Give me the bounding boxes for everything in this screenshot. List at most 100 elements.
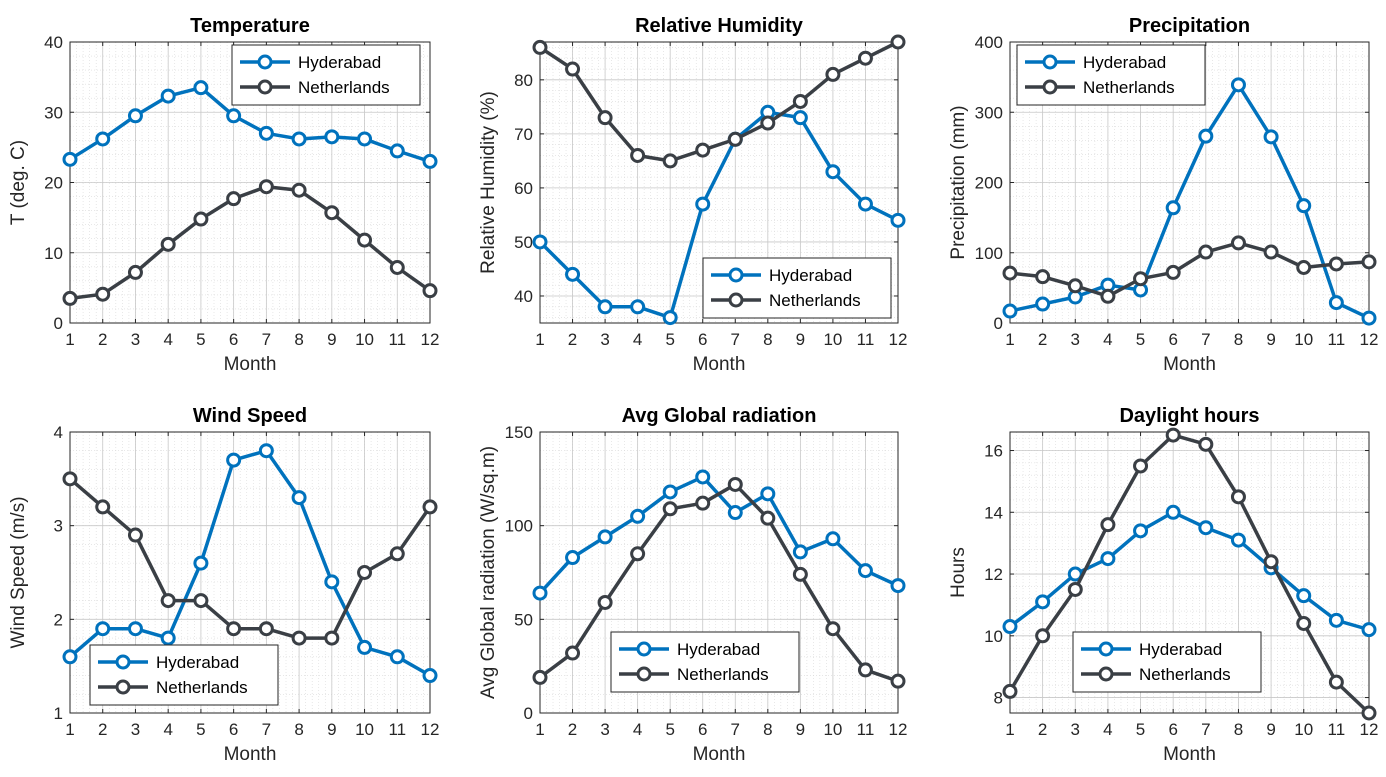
series-line-netherlands [538, 482, 899, 683]
data-point-netherlands [1230, 235, 1246, 251]
data-point-netherlands [1198, 244, 1214, 260]
x-tick-label: 7 [262, 330, 271, 349]
data-point-netherlands [760, 115, 776, 131]
y-tick-label: 20 [44, 174, 63, 193]
legend-marker-hyderabad [636, 641, 652, 657]
y-tick-label: 50 [514, 610, 533, 629]
data-point-hyderabad [1165, 200, 1181, 216]
x-tick-label: 12 [889, 330, 908, 349]
data-point-netherlands [1328, 674, 1344, 690]
data-point-netherlands [1296, 260, 1312, 276]
data-point-netherlands [727, 131, 743, 147]
chart-title: Wind Speed [193, 405, 307, 427]
y-axis-label: Relative Humidity (%) [478, 91, 499, 274]
data-point-netherlands [1133, 458, 1149, 474]
data-point-hyderabad [792, 544, 808, 560]
minor-grid [69, 41, 431, 324]
series-hyderabad [62, 443, 438, 684]
data-point-netherlands [890, 34, 906, 50]
data-point-hyderabad [857, 563, 873, 579]
data-point-hyderabad [1296, 588, 1312, 604]
y-tick-label: 100 [505, 517, 533, 536]
data-point-hyderabad [1198, 520, 1214, 536]
axes-box [1009, 431, 1370, 714]
data-point-netherlands [630, 147, 646, 163]
x-tick-label: 7 [731, 330, 740, 349]
data-point-netherlands [597, 594, 613, 610]
x-axis-label: Month [1163, 354, 1216, 375]
axes-box [539, 41, 899, 324]
y-tick-label: 0 [994, 314, 1003, 333]
data-point-hyderabad [1198, 128, 1214, 144]
data-point-hyderabad [1361, 622, 1377, 638]
data-point-hyderabad [62, 151, 78, 167]
x-tick-label: 7 [262, 720, 271, 739]
x-tick-label: 1 [65, 330, 74, 349]
data-point-hyderabad [857, 196, 873, 212]
data-point-netherlands [1296, 615, 1312, 631]
data-point-netherlands [389, 546, 405, 562]
x-tick-label: 9 [327, 330, 336, 349]
y-tick-label: 14 [984, 503, 1003, 522]
y-tick-label: 60 [514, 179, 533, 198]
axes-box [69, 431, 431, 714]
legend-marker-hyderabad [1098, 641, 1114, 657]
x-tick-label: 9 [327, 720, 336, 739]
chart-title: Precipitation [1129, 15, 1250, 37]
x-tick-label: 6 [1168, 720, 1177, 739]
x-tick-label: 5 [1136, 330, 1145, 349]
legend-label-netherlands: Netherlands [1083, 78, 1175, 97]
data-point-hyderabad [565, 266, 581, 282]
data-point-netherlands [324, 205, 340, 221]
y-tick-label: 2 [54, 610, 63, 629]
data-point-netherlands [792, 566, 808, 582]
x-tick-label: 4 [163, 720, 172, 739]
data-point-hyderabad [258, 443, 274, 459]
data-point-hyderabad [95, 131, 111, 147]
x-tick-label: 3 [600, 330, 609, 349]
y-tick-label: 100 [975, 244, 1003, 263]
data-point-hyderabad [127, 108, 143, 124]
y-tick-label: 40 [514, 287, 533, 306]
x-tick-label: 9 [1266, 720, 1275, 739]
data-point-hyderabad [825, 531, 841, 547]
data-point-netherlands [226, 191, 242, 207]
data-point-hyderabad [1002, 303, 1018, 319]
data-point-netherlands [532, 39, 548, 55]
data-point-netherlands [1067, 581, 1083, 597]
data-point-hyderabad [324, 574, 340, 590]
data-point-hyderabad [1100, 551, 1116, 567]
legend-marker-hyderabad [728, 267, 744, 283]
y-tick-label: 40 [44, 33, 63, 52]
legend-marker-hyderabad [257, 54, 273, 70]
series-hyderabad [1002, 77, 1377, 326]
x-tick-label: 7 [731, 720, 740, 739]
x-tick-label: 3 [1071, 330, 1080, 349]
legend-marker-netherlands [1098, 666, 1114, 682]
data-point-netherlands [1165, 264, 1181, 280]
data-point-netherlands [695, 495, 711, 511]
data-point-netherlands [62, 471, 78, 487]
data-point-hyderabad [695, 469, 711, 485]
series-netherlands [1002, 235, 1377, 304]
legend-marker-netherlands [728, 292, 744, 308]
x-tick-label: 7 [1201, 720, 1210, 739]
data-point-hyderabad [630, 299, 646, 315]
y-tick-label: 10 [984, 627, 1003, 646]
legend: Hyderabad Netherlands [610, 631, 800, 693]
x-tick-label: 12 [421, 330, 440, 349]
x-tick-label: 3 [600, 720, 609, 739]
data-point-netherlands [1035, 269, 1051, 285]
data-point-netherlands [324, 630, 340, 646]
data-point-hyderabad [291, 131, 307, 147]
x-tick-label: 2 [1038, 720, 1047, 739]
chart-title: Daylight hours [1119, 405, 1259, 427]
x-axis-label: Month [1163, 744, 1216, 765]
data-point-netherlands [630, 546, 646, 562]
legend-label-netherlands: Netherlands [677, 665, 769, 684]
legend-label-hyderabad: Hyderabad [1139, 640, 1222, 659]
legend-label-hyderabad: Hyderabad [298, 53, 381, 72]
x-tick-label: 9 [796, 330, 805, 349]
